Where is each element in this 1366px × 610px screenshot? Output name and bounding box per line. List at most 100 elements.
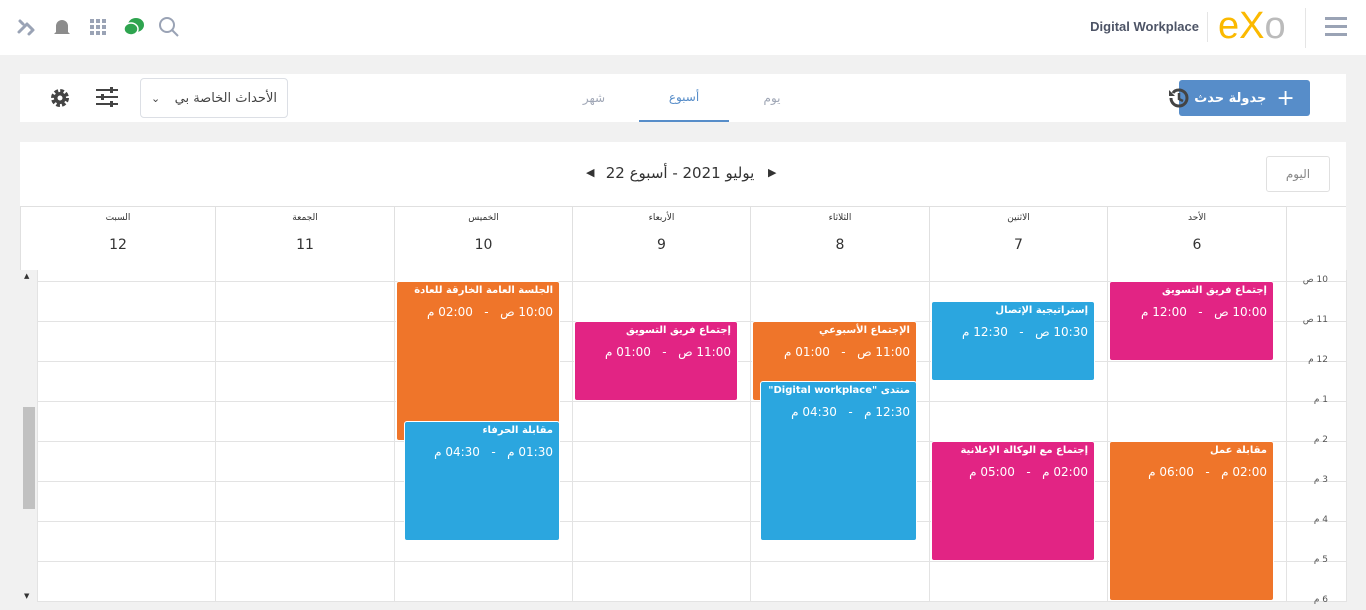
bell-icon[interactable] <box>51 16 73 38</box>
tab-week[interactable]: أسبوع <box>639 74 729 122</box>
calendar-event[interactable]: منتدى "Digital workplace" 12:30 م - 04:30… <box>760 381 917 541</box>
day-header[interactable]: الأربعاء 9 <box>572 206 750 270</box>
hour-line <box>37 441 1346 442</box>
tab-month[interactable]: شهر <box>582 91 606 105</box>
hour-label: 11 ص <box>1302 315 1328 325</box>
top-navbar: Digital Workplace eXo <box>0 0 1366 55</box>
hour-line <box>37 601 1346 602</box>
day-number: 7 <box>1014 237 1023 253</box>
event-time: 10:00 ص - 02:00 م <box>427 305 553 319</box>
day-column-divider <box>1346 270 1347 602</box>
history-icon[interactable] <box>1166 85 1192 115</box>
hour-line <box>37 281 1346 282</box>
event-time: 11:00 ص - 01:00 م <box>605 345 731 359</box>
tab-day[interactable]: يوم <box>763 91 781 105</box>
day-header[interactable]: الثلاثاء 8 <box>750 206 929 270</box>
add-event-button[interactable]: + جدولة حدث <box>1179 80 1310 116</box>
chevron-down-icon: ⌄ <box>151 91 161 105</box>
day-name: الاثنين <box>1007 213 1030 223</box>
hour-label: 1 م <box>1313 395 1328 405</box>
event-time: 02:00 م - 05:00 م <box>969 465 1088 479</box>
event-title: إجتماع مع الوكالة الإعلانية <box>960 445 1088 456</box>
hour-label: 12 م <box>1308 355 1328 365</box>
event-title: منتدى "Digital workplace" <box>768 385 910 396</box>
calendar-event[interactable]: إجتماع فريق التسويق 11:00 ص - 01:00 م <box>574 321 738 401</box>
day-column-divider <box>929 270 930 602</box>
day-name: السبت <box>105 213 131 223</box>
hour-label: 10 ص <box>1302 275 1328 285</box>
hour-label: 4 م <box>1313 515 1328 525</box>
brand-name: Digital Workplace <box>1090 19 1199 34</box>
event-time: 02:00 م - 06:00 م <box>1148 465 1267 479</box>
hour-label: 5 م <box>1313 555 1328 565</box>
day-number: 6 <box>1192 237 1202 253</box>
event-title: مقابلة الحرفاء <box>482 425 553 436</box>
day-name: الخميس <box>468 213 499 223</box>
day-number: 9 <box>657 237 666 253</box>
day-column-divider <box>394 270 395 602</box>
event-title: إجتماع فريق التسويق <box>626 325 731 336</box>
hour-line <box>37 401 1346 402</box>
tools-icon[interactable] <box>15 16 37 38</box>
event-time: 11:00 ص - 01:00 م <box>784 345 910 359</box>
day-header[interactable]: السبت 12 <box>20 206 215 270</box>
calendar-event[interactable]: إجتماع فريق التسويق 10:00 ص - 12:00 م <box>1109 281 1274 361</box>
day-name: الجمعة <box>292 213 318 223</box>
event-title: الإجتماع الأسبوعي <box>819 325 910 336</box>
filter-value: الأحداث الخاصة بي <box>174 90 277 106</box>
day-header[interactable]: الجمعة 11 <box>215 206 394 270</box>
hour-label: 3 م <box>1313 475 1328 485</box>
day-column-divider <box>750 270 751 602</box>
event-time: 10:00 ص - 12:00 م <box>1141 305 1267 319</box>
day-column-divider <box>215 270 216 602</box>
calendar-event[interactable]: إجتماع مع الوكالة الإعلانية 02:00 م - 05:… <box>931 441 1095 561</box>
hour-line <box>37 521 1346 522</box>
filter-sliders-icon[interactable] <box>96 87 118 111</box>
calendar-event[interactable]: مقابلة عمل 02:00 م - 06:00 م <box>1109 441 1274 601</box>
day-header[interactable]: الخميس 10 <box>394 206 572 270</box>
event-title: مقابلة عمل <box>1210 445 1267 456</box>
hour-label: 2 م <box>1313 435 1328 445</box>
settings-gear-icon[interactable] <box>49 87 71 113</box>
event-title: الجلسة العامة الخارقة للعادة <box>414 285 553 296</box>
event-time: 12:30 م - 04:30 م <box>791 405 910 419</box>
day-number: 8 <box>835 237 845 253</box>
day-name: الأربعاء <box>648 213 675 223</box>
scrollbar-thumb[interactable] <box>23 407 35 509</box>
prev-week-arrow[interactable]: ◀ <box>586 166 595 179</box>
week-calendar: اليوم ▶ يوليو 2021 - أسبوع 22 ◀ الأحد 6 ال… <box>20 142 1347 605</box>
hamburger-menu-icon[interactable] <box>1325 17 1347 41</box>
day-number: 10 <box>474 237 493 253</box>
event-title: إجتماع فريق التسويق <box>1162 285 1267 296</box>
event-time: 01:30 م - 04:30 م <box>434 445 553 459</box>
event-title: إستراتيجية الإتصال <box>995 305 1088 316</box>
scroll-up-arrow[interactable]: ▲ <box>24 272 30 280</box>
scroll-down-arrow[interactable]: ▼ <box>24 592 30 600</box>
events-filter-select[interactable]: الأحداث الخاصة بي ⌄ <box>140 78 288 118</box>
chat-icon[interactable] <box>123 16 145 38</box>
day-column-divider <box>1286 270 1287 602</box>
calendar-event[interactable]: إستراتيجية الإتصال 10:30 ص - 12:30 م <box>931 301 1095 381</box>
event-time: 10:30 ص - 12:30 م <box>962 325 1088 339</box>
period-title: يوليو 2021 - أسبوع 22 <box>605 164 755 182</box>
today-button[interactable]: اليوم <box>1266 156 1330 192</box>
add-event-label: جدولة حدث <box>1194 90 1267 106</box>
day-column-divider <box>572 270 573 602</box>
day-header[interactable]: الأحد 6 <box>1107 206 1286 270</box>
day-name: الثلاثاء <box>828 213 852 223</box>
hour-line <box>37 561 1346 562</box>
search-icon[interactable] <box>158 16 180 38</box>
gutter-header <box>1286 206 1346 270</box>
day-number: 12 <box>109 237 127 253</box>
calendar-toolbar: + جدولة حدث يوم أسبوع شهر الأحداث الخاصة … <box>20 74 1346 122</box>
plus-icon: + <box>1276 85 1295 111</box>
calendar-event[interactable]: الجلسة العامة الخارقة للعادة 10:00 ص - 02… <box>396 281 560 441</box>
day-header[interactable]: الاثنين 7 <box>929 206 1107 270</box>
exo-logo[interactable]: eXo <box>1218 5 1286 47</box>
scrollbar[interactable]: ▲ ▼ <box>20 270 37 602</box>
hour-line <box>37 481 1346 482</box>
next-week-arrow[interactable]: ▶ <box>768 166 777 179</box>
calendar-event[interactable]: مقابلة الحرفاء 01:30 م - 04:30 م <box>404 421 560 541</box>
day-column-divider <box>1107 270 1108 602</box>
apps-grid-icon[interactable] <box>87 16 109 38</box>
